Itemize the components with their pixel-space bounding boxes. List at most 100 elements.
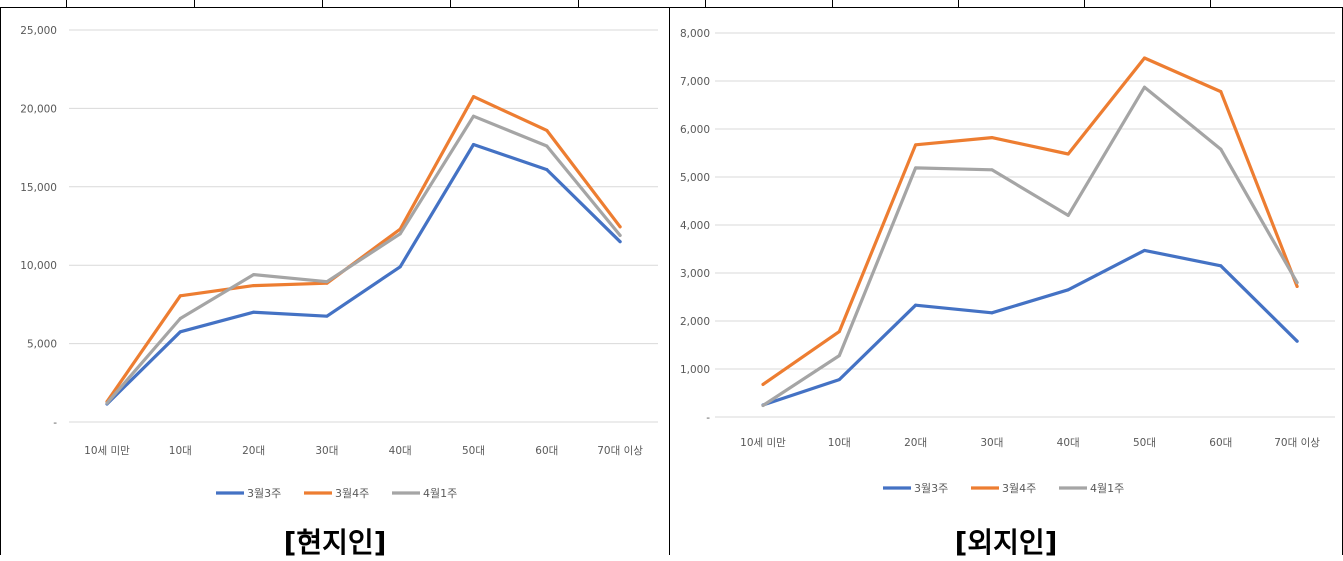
data-point bbox=[472, 114, 475, 118]
y-tick-label: 15,000 bbox=[20, 182, 57, 194]
y-tick-label: 10,000 bbox=[20, 260, 57, 272]
table-divider bbox=[1210, 0, 1211, 7]
x-tick-label: 60대 bbox=[535, 445, 558, 457]
series-line bbox=[761, 56, 1299, 386]
legend-label: 4월1주 bbox=[423, 487, 457, 500]
data-point bbox=[914, 303, 918, 307]
data-point bbox=[252, 310, 256, 314]
data-point bbox=[1219, 264, 1223, 268]
chart-outsider: - 1,000 2,000 3,000 4,000 5,000 6,000 7,000 8,00… bbox=[680, 28, 1335, 495]
data-point bbox=[398, 232, 402, 236]
table-divider bbox=[66, 0, 67, 7]
x-tick-label: 10세 미만 bbox=[84, 445, 130, 457]
data-point bbox=[472, 142, 475, 146]
data-point bbox=[990, 311, 994, 315]
data-point bbox=[618, 240, 622, 244]
legend-label: 3월4주 bbox=[335, 487, 369, 500]
data-point bbox=[990, 136, 994, 140]
table-divider bbox=[832, 0, 833, 7]
x-tick-label: 10대 bbox=[169, 445, 192, 457]
data-point bbox=[1143, 248, 1146, 252]
data-point bbox=[1295, 284, 1299, 288]
panel-local: - 5,000 10,000 15,000 20,000 25,000 10세 미만 10대 2… bbox=[0, 7, 670, 559]
data-point bbox=[105, 401, 109, 405]
data-point bbox=[545, 144, 549, 148]
data-point bbox=[837, 330, 841, 334]
x-tick-label: 40대 bbox=[1057, 437, 1080, 449]
x-tick-label: 60대 bbox=[1209, 437, 1232, 449]
legend-label: 3월3주 bbox=[914, 482, 948, 495]
y-tick-label: 6,000 bbox=[680, 124, 710, 136]
data-point bbox=[761, 403, 765, 407]
y-tick-label: - bbox=[53, 417, 57, 429]
top-table-strip bbox=[0, 0, 1343, 8]
data-point bbox=[837, 378, 841, 382]
y-tick-label: 25,000 bbox=[20, 25, 57, 37]
y-tick-label: 5,000 bbox=[680, 172, 710, 184]
table-divider bbox=[578, 0, 579, 7]
legend-label: 4월1주 bbox=[1090, 482, 1124, 495]
data-point bbox=[1219, 90, 1223, 94]
table-divider bbox=[705, 0, 706, 7]
data-point bbox=[1066, 213, 1070, 217]
series-line bbox=[105, 142, 622, 406]
panel-outsider: - 1,000 2,000 3,000 4,000 5,000 6,000 7,000 8,00… bbox=[669, 7, 1343, 559]
table-divider bbox=[194, 0, 195, 7]
table-divider bbox=[450, 0, 451, 7]
data-point bbox=[398, 265, 402, 269]
data-point bbox=[178, 294, 182, 298]
x-tick-label: 70대 이상 bbox=[1274, 437, 1320, 449]
data-point bbox=[545, 128, 549, 132]
chart-local: - 5,000 10,000 15,000 20,000 25,000 10세 미만 10대 2… bbox=[20, 25, 658, 500]
x-tick-label: 20대 bbox=[904, 437, 927, 449]
chart-title-local: [현지인] bbox=[283, 526, 387, 559]
data-point bbox=[1219, 147, 1223, 151]
x-tick-label: 30대 bbox=[315, 445, 338, 457]
x-tick-label: 50대 bbox=[462, 445, 485, 457]
data-point bbox=[914, 166, 918, 170]
series-line bbox=[105, 114, 622, 405]
data-point bbox=[1143, 56, 1146, 60]
table-divider bbox=[958, 0, 959, 7]
legend-label: 3월4주 bbox=[1002, 482, 1036, 495]
x-tick-label: 20대 bbox=[242, 445, 265, 457]
x-tick-label: 10대 bbox=[828, 437, 851, 449]
y-tick-label: - bbox=[706, 412, 710, 424]
data-point bbox=[472, 95, 475, 99]
table-divider bbox=[1084, 0, 1085, 7]
x-tick-label: 10세 미만 bbox=[740, 437, 786, 449]
data-point bbox=[990, 168, 994, 172]
data-point bbox=[178, 317, 182, 321]
x-tick-label: 70대 이상 bbox=[597, 445, 643, 457]
data-point bbox=[837, 354, 841, 358]
y-tick-label: 8,000 bbox=[680, 28, 710, 40]
x-tick-label: 40대 bbox=[389, 445, 412, 457]
x-tick-label: 50대 bbox=[1133, 437, 1156, 449]
series-line bbox=[761, 85, 1299, 408]
y-tick-label: 4,000 bbox=[680, 220, 710, 232]
data-point bbox=[1143, 85, 1146, 89]
data-point bbox=[545, 168, 549, 172]
y-tick-label: 20,000 bbox=[20, 103, 57, 115]
chart-title-outsider: [외지인] bbox=[954, 526, 1058, 559]
data-point bbox=[1066, 152, 1070, 156]
data-point bbox=[618, 225, 622, 229]
legend-label: 3월3주 bbox=[247, 487, 281, 500]
series-line bbox=[761, 248, 1299, 407]
data-point bbox=[914, 143, 918, 147]
y-tick-label: 2,000 bbox=[680, 316, 710, 328]
y-tick-label: 1,000 bbox=[680, 364, 710, 376]
y-tick-label: 5,000 bbox=[27, 339, 57, 351]
data-point bbox=[325, 314, 329, 318]
table-divider bbox=[322, 0, 323, 7]
series-line bbox=[105, 94, 622, 404]
data-point bbox=[1066, 288, 1070, 292]
y-tick-label: 7,000 bbox=[680, 76, 710, 88]
data-point bbox=[252, 273, 256, 277]
data-point bbox=[1295, 339, 1299, 343]
data-point bbox=[618, 233, 622, 237]
data-point bbox=[1295, 281, 1299, 285]
y-tick-label: 3,000 bbox=[680, 268, 710, 280]
data-point bbox=[761, 382, 765, 386]
data-point bbox=[252, 284, 256, 288]
